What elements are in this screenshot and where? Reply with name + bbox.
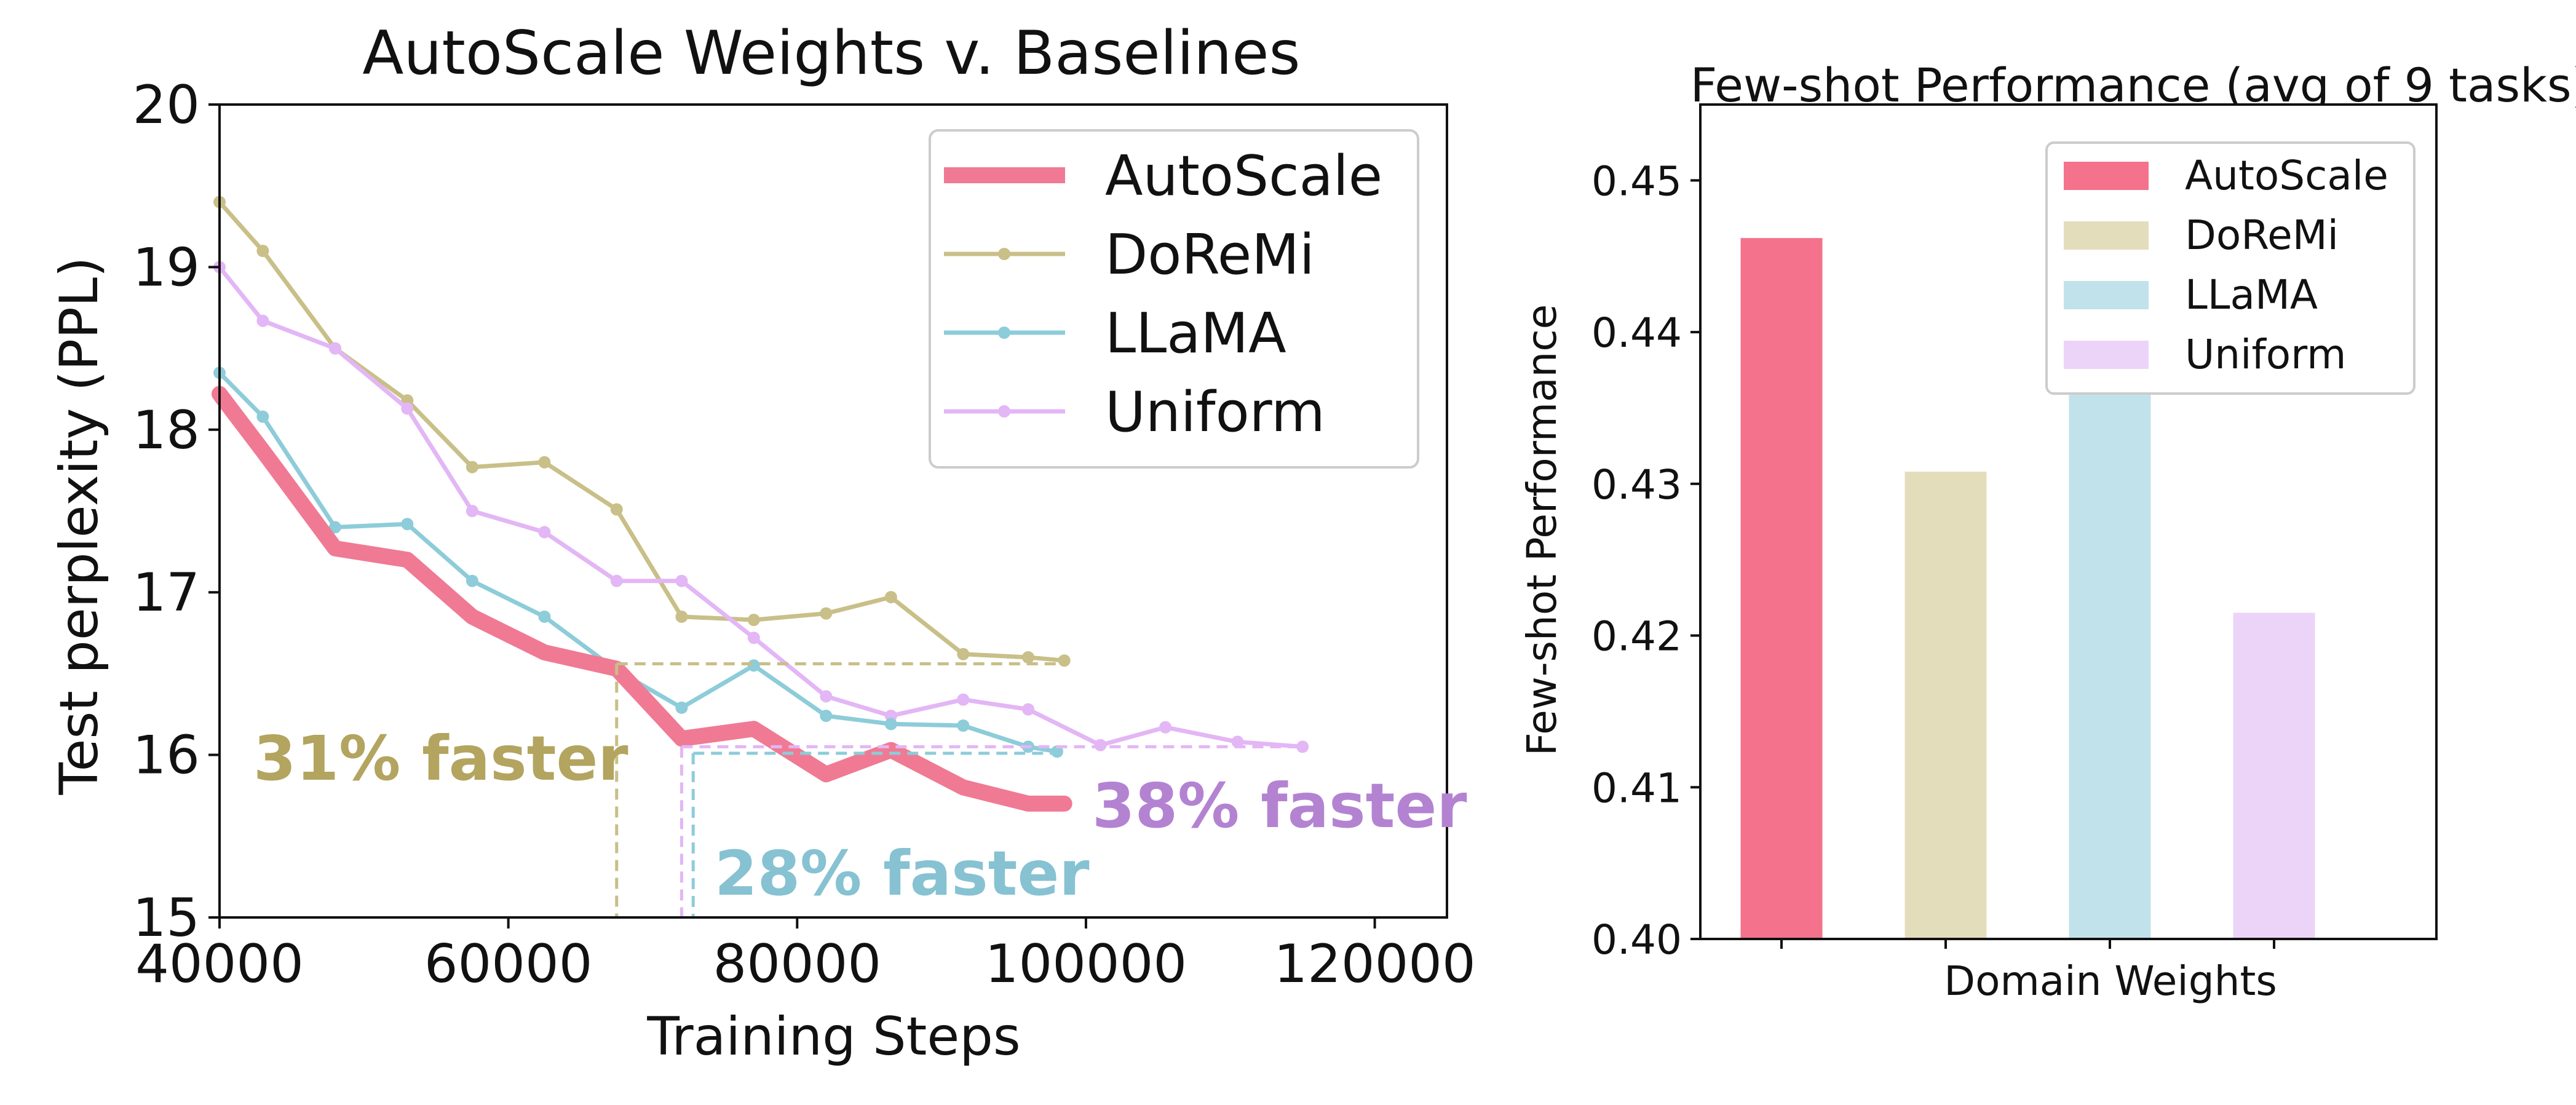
legend-label-doremi: DoReMi [1105,223,1315,287]
y-tick-label: 20 [133,74,200,136]
series-point-doremi [675,610,688,623]
line-chart-series-group [212,196,1309,812]
bar-y-tick-label: 0.45 [1591,157,1682,205]
series-point-llama [747,659,760,672]
bar-chart-axes: 0.40 0.41 0.42 0.43 0.44 0.45 [1591,103,2438,964]
series-point-doremi [884,591,897,604]
legend-marker-uniform [998,405,1010,418]
bar-legend-swatch-doremi [2064,221,2149,250]
y-tick-label: 18 [133,400,200,461]
line-chart-legend: AutoScale DoReMi LLaMA Uniform [929,129,1419,469]
line-chart-x-axis-label: Training Steps [646,1006,1020,1067]
series-point-doremi [610,503,623,516]
legend-label-llama: LLaMA [1105,301,1286,366]
bar-y-tick-label: 0.40 [1591,916,1682,964]
speedup-guides [615,662,1303,917]
series-line-llama [217,370,1060,754]
series-point-uniform [1296,740,1309,753]
bar-y-tick-label: 0.41 [1591,764,1682,812]
series-line-autoscale [212,386,1072,812]
bar-legend-label-doremi: DoReMi [2185,212,2339,259]
bar-doremi [1904,472,1987,939]
series-point-doremi [820,607,833,620]
line-chart-title: AutoScale Weights v. Baselines [362,18,1300,89]
y-tick-label: 19 [133,237,200,298]
series-point-uniform [1159,721,1172,734]
x-tick-label: 40000 [135,933,304,995]
series-point-llama [884,718,897,731]
line-chart-legend-box [929,129,1419,469]
series-point-llama [538,610,551,623]
series-point-doremi [1058,654,1071,667]
bar-chart-y-axis-label: Few-shot Performance [1518,304,1566,756]
series-point-uniform [401,402,414,415]
series-point-llama [957,719,970,732]
annotation-llama: 28% faster [715,838,1090,909]
x-tick-label: 120000 [1274,933,1475,995]
bar-legend-swatch-autoscale [2064,162,2149,190]
x-tick-label: 60000 [424,933,593,995]
series-point-llama [401,518,414,531]
line-chart-frame [218,103,1448,919]
bar-uniform [2233,612,2315,939]
line-chart: AutoScale Weights v. Baselines 40000 6000… [49,18,1476,1067]
line-chart-axes: 40000 60000 80000 100000 120000 15 16 17 18 19 20 [133,74,1476,995]
legend-label-autoscale: AutoScale [1105,144,1382,208]
series-point-doremi [747,614,760,627]
bar-llama [2069,392,2151,939]
annotation-uniform: 38% faster [1092,770,1467,842]
y-tick-label: 17 [133,562,200,624]
legend-marker-llama [998,327,1010,339]
series-point-doremi [1022,651,1034,663]
bar-chart-legend-box [2045,141,2415,395]
series-point-uniform [675,574,688,587]
bar-y-tick-label: 0.42 [1591,613,1682,660]
bar-legend-label-llama: LLaMA [2185,271,2318,319]
series-point-doremi [957,648,970,660]
bar-legend-swatch-llama [2064,281,2149,309]
series-point-uniform [610,574,623,587]
bar-legend-label-uniform: Uniform [2185,331,2346,378]
annotation-doremi: 31% faster [253,723,628,794]
bar-legend-swatch-uniform [2064,341,2149,369]
series-point-llama [820,710,833,723]
series-point-uniform [1022,703,1034,716]
y-tick-label: 16 [133,725,200,786]
legend-marker-doremi [998,248,1010,260]
series-point-uniform [256,314,269,327]
series-point-uniform [1231,735,1244,748]
series-point-doremi [466,461,478,473]
line-chart-y-axis-label: Test perplexity (PPL) [49,257,110,796]
bar-chart-frame [1699,103,2438,940]
x-tick-label: 80000 [713,933,881,995]
series-point-uniform [328,342,341,355]
series-point-uniform [957,693,970,706]
bar-y-tick-label: 0.44 [1591,309,1682,357]
series-point-llama [675,701,688,714]
y-tick-label: 15 [133,887,200,949]
series-point-uniform [538,526,551,539]
series-point-uniform [1094,739,1107,751]
bar-y-tick-label: 0.43 [1591,461,1682,509]
x-tick-label: 100000 [985,933,1187,995]
bar-chart-legend: AutoScale DoReMi LLaMA Uniform [2045,141,2415,395]
bar-autoscale [1740,238,1823,939]
bar-chart-x-axis-label: Domain Weights [1944,957,2277,1005]
series-point-doremi [256,245,269,257]
series-point-uniform [820,690,833,703]
series-point-llama [466,574,478,587]
bar-chart: Few-shot Performance (avg of 9 tasks) 0.… [1518,58,2576,1005]
legend-label-uniform: Uniform [1105,380,1325,445]
series-point-uniform [466,505,478,517]
series-point-llama [256,410,269,423]
bar-legend-label-autoscale: AutoScale [2185,152,2388,199]
series-point-uniform [747,632,760,644]
series-point-doremi [538,456,551,469]
series-point-llama [328,521,341,534]
